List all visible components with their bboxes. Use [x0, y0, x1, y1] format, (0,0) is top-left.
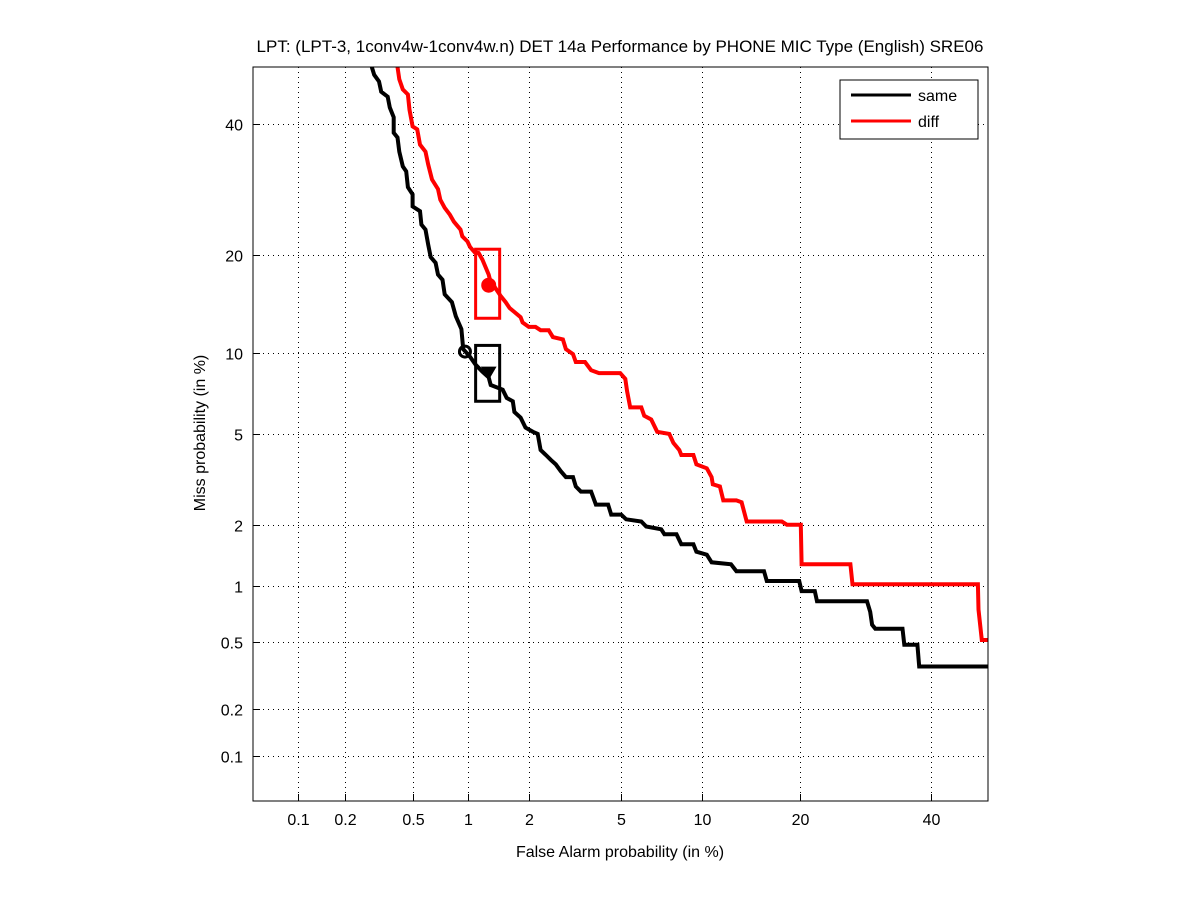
- x-tick-label: 2: [525, 812, 534, 829]
- actual-dcf-marker-same: [480, 366, 497, 381]
- series-diff: [395, 66, 988, 642]
- min-dcf-marker-diff: [481, 277, 497, 293]
- series-same: [369, 66, 988, 669]
- x-axis-label: False Alarm probability (in %): [516, 844, 724, 861]
- chart-title: LPT: (LPT-3, 1conv4w-1conv4w.n) DET 14a …: [257, 37, 984, 56]
- y-axis-label: Miss probability (in %): [192, 355, 209, 511]
- x-tick-label: 10: [694, 812, 712, 829]
- y-tick-label: 0.2: [221, 703, 243, 720]
- x-tick-label: 0.2: [334, 812, 356, 829]
- min-dcf-marker-same: [457, 344, 472, 359]
- y-tick-label: 0.5: [221, 636, 243, 653]
- legend-box: [839, 79, 979, 140]
- x-tick-label: 1: [464, 812, 473, 829]
- axis-ticks: 0.1 0.2 0.5 1 2 5 10 20 40 0.1 0.2 0.5 1 2 5 10 20 40: [221, 67, 988, 829]
- x-tick-label: 0.1: [287, 812, 309, 829]
- confidence-box-diff: [474, 247, 502, 320]
- y-tick-label: 40: [225, 118, 243, 135]
- y-tick-label: 10: [225, 347, 243, 364]
- det-curve-diff: [395, 66, 988, 642]
- series-layer: [369, 66, 988, 669]
- x-tick-label: 20: [792, 812, 810, 829]
- det-curve-same: [369, 66, 988, 669]
- y-tick-label: 1: [234, 580, 243, 597]
- x-tick-label: 0.5: [402, 812, 424, 829]
- y-tick-label: 2: [234, 519, 243, 536]
- x-tick-label: 40: [923, 812, 941, 829]
- confidence-box-same: [474, 343, 502, 403]
- y-tick-label: 20: [225, 249, 243, 266]
- legend-label-diff: diff: [918, 114, 940, 131]
- x-tick-label: 5: [617, 812, 626, 829]
- axes-frame: [252, 66, 989, 802]
- legend: same diff: [839, 79, 979, 140]
- y-tick-label: 0.1: [221, 750, 243, 767]
- y-tick-label: 5: [234, 428, 243, 445]
- legend-label-same: same: [918, 88, 957, 105]
